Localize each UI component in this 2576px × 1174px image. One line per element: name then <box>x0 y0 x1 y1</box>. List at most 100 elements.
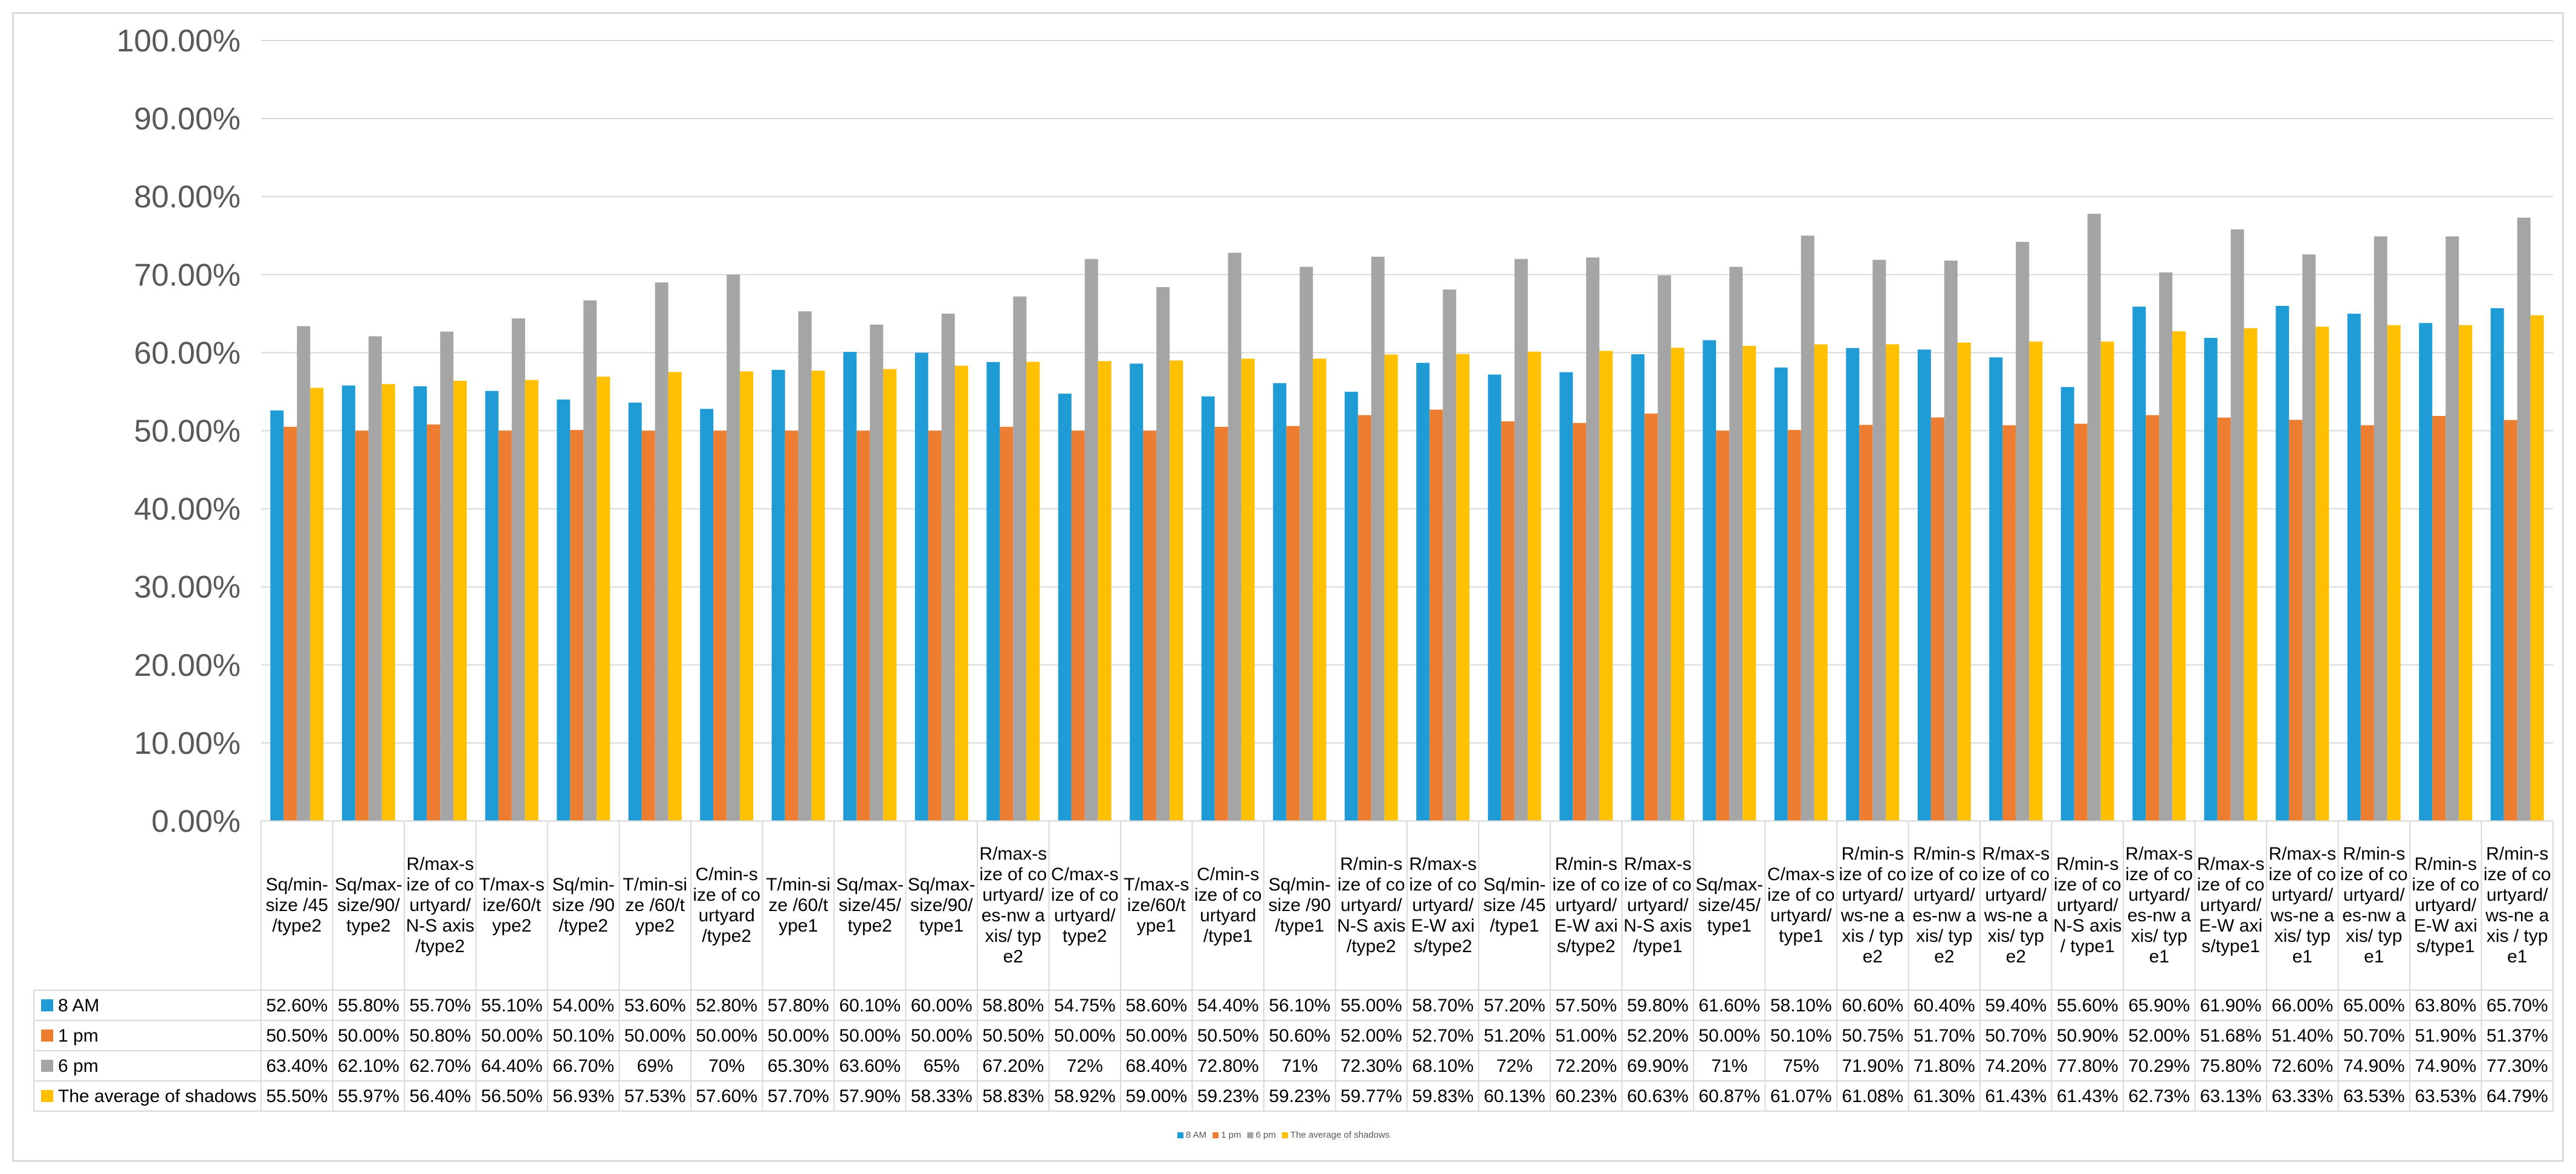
category-label-line: size /45 <box>1483 895 1545 915</box>
category-label-line: e1 <box>2364 947 2384 967</box>
category-label-line: es-nw a <box>2128 906 2191 926</box>
data-cell: 60.23% <box>1555 1086 1617 1106</box>
data-cell: 61.43% <box>2057 1086 2118 1106</box>
category-label-line: / type1 <box>2060 936 2115 956</box>
bar-6-pm <box>2445 236 2459 821</box>
category-label-line: type1 <box>919 916 963 936</box>
data-cell: 62.70% <box>409 1056 471 1076</box>
category-label-line: es-nw a <box>1912 906 1976 926</box>
bar-1-pm <box>928 430 942 821</box>
category-label: R/max-s ize of co urtyard/es-nw a xis/ typ e… <box>979 844 1047 967</box>
data-cell: 63.33% <box>2271 1086 2333 1106</box>
bar-8-am <box>2204 337 2218 821</box>
bar-the-average-of-shadows <box>811 371 825 821</box>
data-cell: 50.00% <box>338 1026 400 1046</box>
data-cell: 56.93% <box>552 1086 614 1106</box>
category-label-line: ize of co <box>1624 875 1692 895</box>
category-label-line: type2 <box>1063 926 1107 946</box>
legend-swatch <box>1281 1132 1288 1138</box>
category-label-line: /type1 <box>1633 936 1683 956</box>
data-cell: 66.00% <box>2271 996 2333 1016</box>
legend-swatch <box>1247 1132 1254 1138</box>
data-cell: 72.80% <box>1197 1056 1259 1076</box>
data-cell: 50.00% <box>1125 1026 1187 1046</box>
bar-8-am <box>1703 340 1717 821</box>
bar-8-am <box>700 409 714 821</box>
category-label-line: R/min-s <box>1842 844 1904 864</box>
data-cell: 70% <box>708 1056 745 1076</box>
bar-8-am <box>341 385 355 821</box>
data-cell: 50.90% <box>2057 1026 2118 1046</box>
category-label-line: xis/ typ <box>2274 926 2331 946</box>
category-label-line: /type1 <box>1490 916 1539 936</box>
bar-1-pm <box>1501 421 1515 821</box>
category-label-line: xis / typ <box>2487 926 2548 946</box>
data-cell: 60.13% <box>1484 1086 1545 1106</box>
data-cell: 50.00% <box>624 1026 686 1046</box>
bar-1-pm <box>283 427 297 821</box>
bar-8-am <box>1130 363 1144 821</box>
bar-8-am <box>1058 394 1072 821</box>
category-label-line: /type2 <box>702 926 751 946</box>
data-cell: 50.75% <box>1842 1026 1903 1046</box>
category-label: Sq/max-size/90/type1 <box>908 875 976 936</box>
data-cell: 72.20% <box>1555 1056 1617 1076</box>
y-tick-label: 20.00% <box>134 648 241 683</box>
category-label-line: urtyard <box>1200 906 1256 926</box>
bar-8-am <box>628 403 642 821</box>
data-cell: 72% <box>1067 1056 1103 1076</box>
bar-8-am <box>771 369 785 821</box>
category-label-line: ize/60/t <box>1127 895 1186 915</box>
category-label-line: es-nw a <box>2342 906 2406 926</box>
y-tick-label: 100.00% <box>117 24 241 59</box>
category-label-line: size /90 <box>1269 895 1331 915</box>
bar-the-average-of-shadows <box>1814 344 1828 821</box>
data-cell: 68.40% <box>1125 1056 1187 1076</box>
bar-8-am <box>1917 349 1931 821</box>
data-cell: 62.10% <box>338 1056 400 1076</box>
bar-8-am <box>1559 372 1573 821</box>
data-cell: 60.40% <box>1914 996 1975 1016</box>
category-label-line: ize of co <box>1839 864 1906 884</box>
category-label-line: N-S axis <box>1623 916 1692 936</box>
category-label-line: size/90/ <box>910 895 973 915</box>
legend-label: 8 AM <box>1186 1130 1206 1140</box>
data-cell: 50.10% <box>1770 1026 1832 1046</box>
data-cell: 66.70% <box>552 1056 614 1076</box>
category-label-line: E-W axi <box>2414 916 2477 936</box>
bar-6-pm <box>297 326 311 821</box>
bar-the-average-of-shadows <box>453 380 467 821</box>
bar-the-average-of-shadows <box>1170 360 1183 821</box>
category-label-line: ize of co <box>1409 875 1477 895</box>
category-label-line: ize of co <box>693 885 760 905</box>
bar-the-average-of-shadows <box>740 371 754 821</box>
category-label: Sq/min-size /90/type1 <box>1269 875 1331 936</box>
bar-the-average-of-shadows <box>954 365 968 821</box>
data-cell: 60.63% <box>1627 1086 1689 1106</box>
category-label-line: E-W axi <box>2199 916 2262 936</box>
category-label-line: ype1 <box>778 916 818 936</box>
data-cell: 54.40% <box>1197 996 1259 1016</box>
category-label-line: urtyard/ <box>2415 895 2476 915</box>
series-name: The average of shadows <box>58 1086 257 1106</box>
category-label-line: xis/ typ <box>1916 926 1972 946</box>
bar-8-am <box>2060 387 2074 821</box>
data-cell: 58.92% <box>1054 1086 1116 1106</box>
category-label-line: ws-ne a <box>1984 906 2048 926</box>
data-cell: 50.00% <box>1698 1026 1760 1046</box>
bar-the-average-of-shadows <box>1456 354 1470 821</box>
category-label-line: ize of co <box>1338 875 1405 895</box>
category-label-line: ize of co <box>2268 864 2336 884</box>
bar-1-pm <box>570 430 584 821</box>
legend-swatch <box>1212 1132 1219 1138</box>
category-label: T/max-s ize/60/t ype2 <box>479 875 545 936</box>
data-cell: 50.00% <box>768 1026 829 1046</box>
bar-1-pm <box>2432 415 2446 821</box>
category-label: T/max-s ize/60/t ype1 <box>1124 875 1189 936</box>
category-label-line: ize of co <box>2484 864 2551 884</box>
bar-6-pm <box>2159 272 2173 821</box>
bar-1-pm <box>498 430 512 821</box>
bar-6-pm <box>2517 218 2531 821</box>
category-label-line: size/45/ <box>1698 895 1761 915</box>
